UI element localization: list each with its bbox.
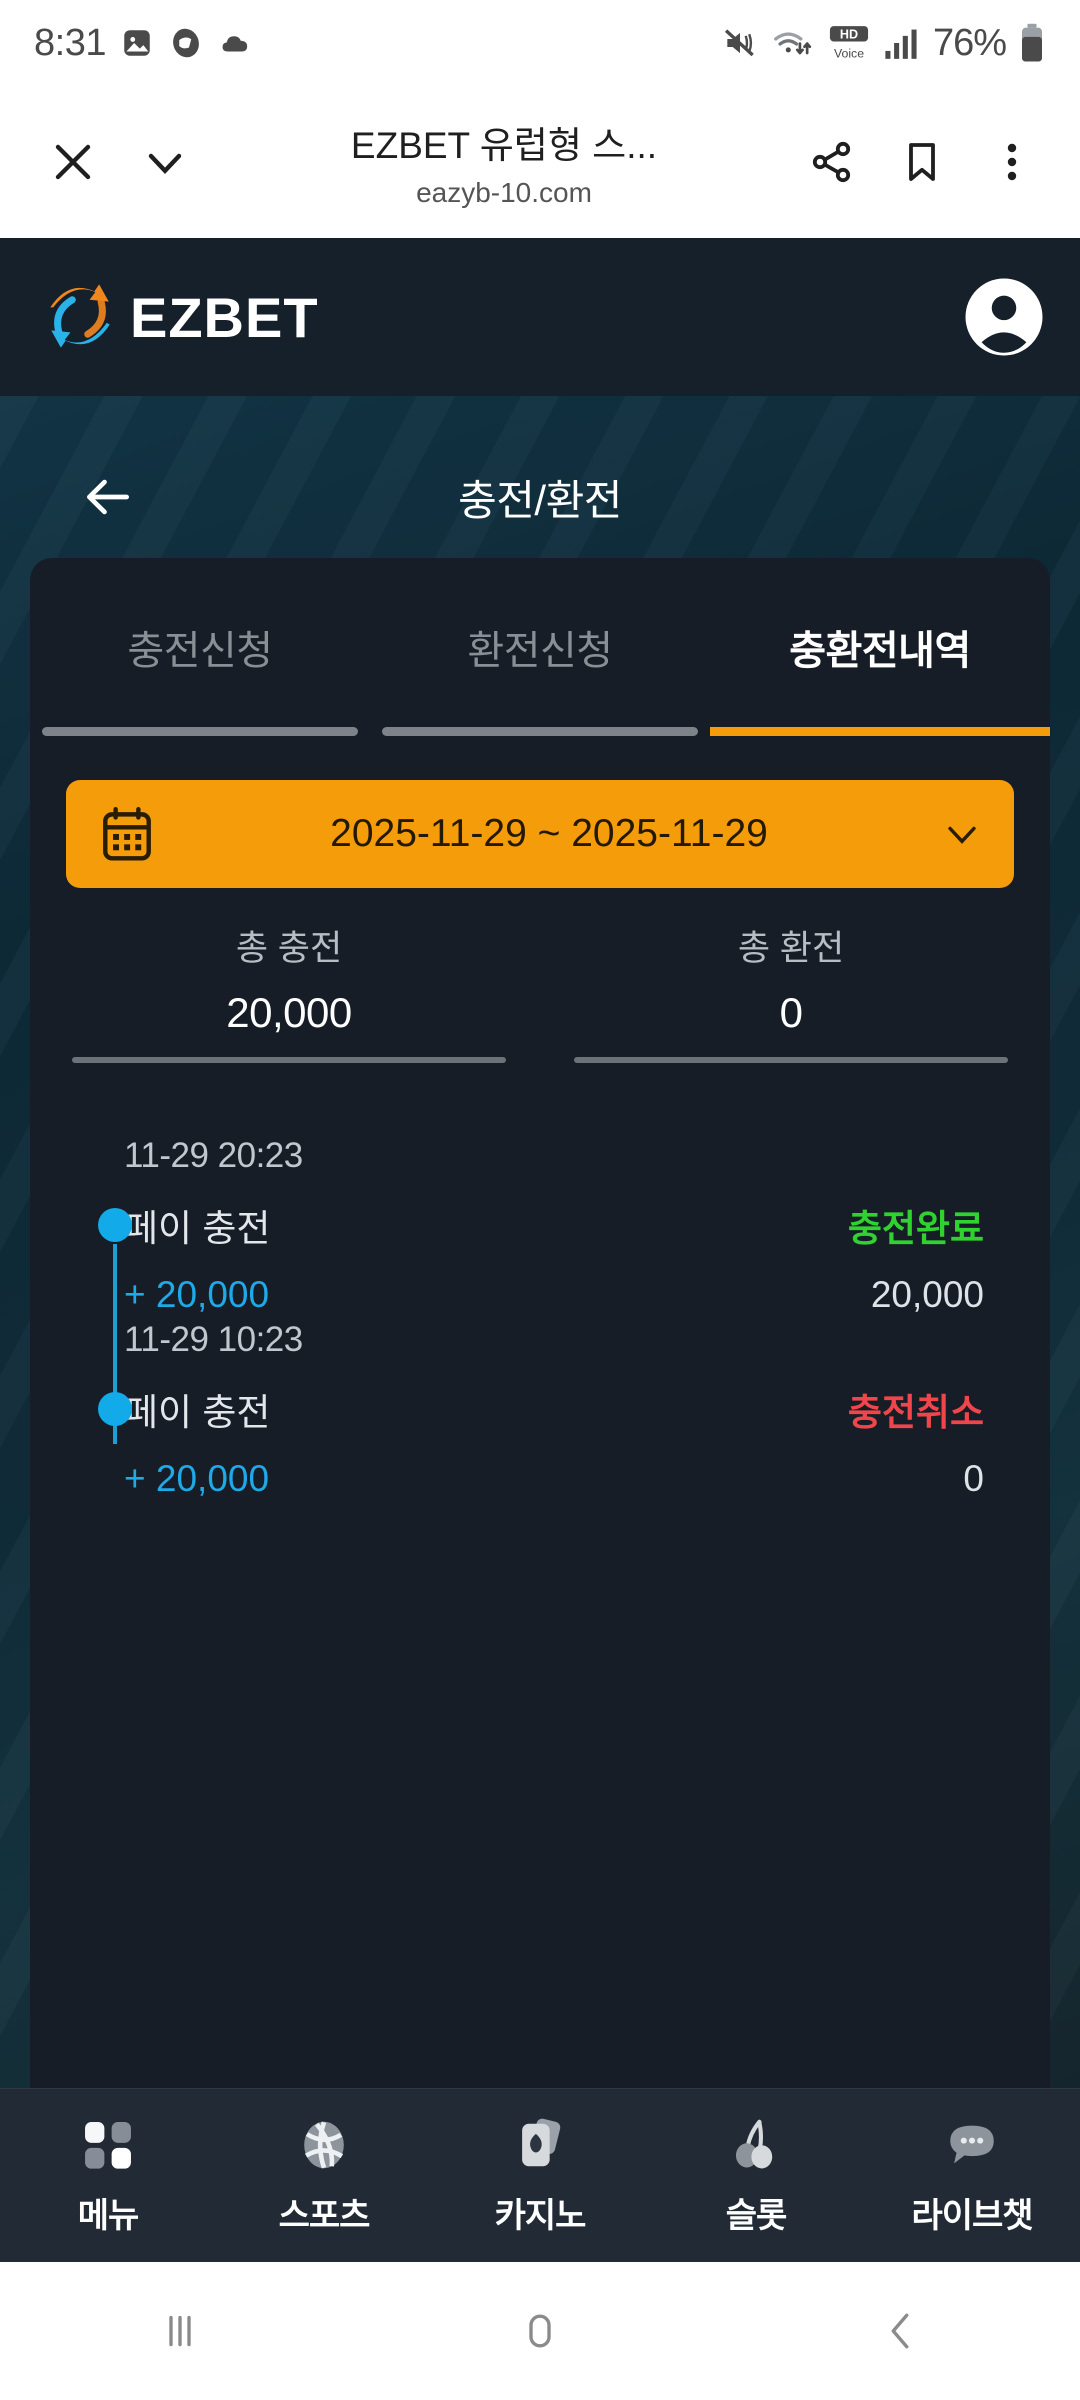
back-icon[interactable] <box>720 2304 1080 2358</box>
nav-item-casino[interactable]: 카지노 <box>432 2114 648 2237</box>
hd-voice-icon: HD Voice <box>827 23 871 63</box>
tab-underline <box>42 727 358 736</box>
android-navigation-bar <box>0 2262 1080 2400</box>
transaction-balance: 20,000 <box>870 1274 984 1315</box>
cherries-icon <box>725 2114 787 2176</box>
transaction-amount: + 20,000 <box>124 1274 270 1315</box>
summary-divider <box>574 1057 1008 1063</box>
page-body: 충전/환전 충전신청 환전신청 충환전내역 <box>0 396 1080 2088</box>
share-icon[interactable] <box>808 138 856 186</box>
tab-bar: 충전신청 환전신청 충환전내역 <box>30 558 1050 736</box>
transaction-amount-row: + 20,000 0 <box>124 1458 1050 1500</box>
basketball-icon <box>293 2114 355 2176</box>
content-card: 충전신청 환전신청 충환전내역 <box>30 558 1050 2088</box>
chevron-down-icon[interactable] <box>940 812 984 856</box>
mute-vibrate-icon <box>721 24 759 62</box>
status-bar-clock: 8:31 <box>34 21 106 64</box>
page-heading: 충전/환전 <box>458 476 622 524</box>
transaction-main-row: 페이 충전 충전취소 <box>124 1382 1050 1436</box>
nav-label: 슬롯 <box>725 2197 788 2235</box>
home-icon[interactable] <box>360 2304 720 2358</box>
android-status-bar: 8:31 <box>0 0 1080 86</box>
browser-actions <box>808 138 1036 186</box>
summary-label: 총 환전 <box>737 929 845 968</box>
date-range-value: 2025-11-29 ~ 2025-11-29 <box>330 812 768 855</box>
svg-text:HD: HD <box>840 28 858 42</box>
nav-item-sports[interactable]: 스포츠 <box>216 2114 432 2237</box>
status-badge: 충전취소 <box>847 1392 984 1433</box>
tab-underline <box>382 727 698 736</box>
transaction-balance: 0 <box>963 1458 984 1499</box>
tab-deposit-request[interactable]: 충전신청 <box>30 558 370 736</box>
svg-text:Voice: Voice <box>834 47 864 61</box>
bottom-navigation: 메뉴 스포츠 카지노 <box>0 2088 1080 2262</box>
bookmark-icon[interactable] <box>898 138 946 186</box>
account-avatar-icon[interactable] <box>962 275 1046 359</box>
calendar-icon <box>96 803 158 865</box>
page-title-text: EZBET 유럽형 스... <box>350 125 658 166</box>
transaction-amount: + 20,000 <box>124 1458 270 1499</box>
close-tab-button[interactable] <box>44 133 102 191</box>
status-bar-left: 8:31 <box>34 22 252 65</box>
page-url-text: eazyb-10.com <box>416 177 592 208</box>
browser-toolbar: EZBET 유럽형 스... eazyb-10.com <box>0 86 1080 238</box>
more-icon[interactable] <box>988 138 1036 186</box>
ezbet-logo[interactable]: EZBET <box>34 271 319 363</box>
site-header: EZBET <box>0 238 1080 396</box>
ezbet-swirl-icon <box>34 271 126 363</box>
transaction-main-row: 페이 충전 충전완료 <box>124 1198 1050 1252</box>
summary-total-deposit: 총 충전 20,000 <box>66 920 512 1070</box>
nav-label: 라이브챗 <box>911 2197 1033 2235</box>
battery-percent-label: 76% <box>932 21 1007 64</box>
grid-menu-icon <box>77 2114 139 2176</box>
nav-label: 스포츠 <box>278 2197 371 2235</box>
browser-title-block: EZBET 유럽형 스... eazyb-10.com <box>200 115 808 209</box>
summary-total-withdraw: 총 환전 0 <box>568 920 1014 1070</box>
tab-label: 충환전내역 <box>789 629 971 673</box>
transaction-type: 페이 충전 <box>124 1392 271 1433</box>
cloud-icon <box>218 26 252 60</box>
transaction-list: 11-29 20:23 페이 충전 충전완료 + 20,000 20,000 1… <box>30 1136 1050 1504</box>
chevron-down-icon[interactable] <box>130 133 200 191</box>
brand-wordmark: EZBET <box>130 285 319 349</box>
page-title-bar: 충전/환전 <box>0 438 1080 556</box>
timeline-connector <box>113 1244 117 1444</box>
recents-icon[interactable] <box>0 2304 360 2358</box>
nav-item-slots[interactable]: 슬롯 <box>648 2114 864 2237</box>
transaction-type: 페이 충전 <box>124 1208 271 1249</box>
date-range-picker[interactable]: 2025-11-29 ~ 2025-11-29 <box>66 780 1014 888</box>
nav-label: 메뉴 <box>77 2197 140 2235</box>
battery-icon <box>1018 23 1046 63</box>
transaction-time: 11-29 10:23 <box>124 1320 303 1359</box>
summary-label: 총 충전 <box>235 929 343 968</box>
nav-label: 카지노 <box>494 2197 587 2235</box>
timeline-dot <box>98 1392 132 1426</box>
summary-divider <box>72 1057 506 1063</box>
signal-icon <box>883 25 921 61</box>
mask-icon <box>168 25 204 61</box>
wifi-icon <box>771 24 815 62</box>
back-arrow-icon[interactable] <box>60 449 156 545</box>
tab-underline-active <box>710 727 1050 736</box>
nav-item-menu[interactable]: 메뉴 <box>0 2114 216 2237</box>
status-badge: 충전완료 <box>847 1208 984 1249</box>
tab-transaction-history[interactable]: 충환전내역 <box>710 558 1050 736</box>
timeline-dot <box>98 1208 132 1242</box>
tab-label: 환전신청 <box>467 629 613 673</box>
table-row[interactable]: 11-29 20:23 페이 충전 충전완료 + 20,000 20,000 <box>30 1136 1050 1320</box>
tab-label: 충전신청 <box>127 629 273 673</box>
transaction-amount-row: + 20,000 20,000 <box>124 1274 1050 1316</box>
nav-item-livechat[interactable]: 라이브챗 <box>864 2114 1080 2237</box>
summary-value: 20,000 <box>226 989 352 1036</box>
gallery-icon <box>120 26 154 60</box>
summary-value: 0 <box>779 989 803 1036</box>
transaction-time: 11-29 20:23 <box>124 1136 303 1175</box>
chat-bubble-icon <box>941 2114 1003 2176</box>
tab-withdraw-request[interactable]: 환전신청 <box>370 558 710 736</box>
table-row[interactable]: 11-29 10:23 페이 충전 충전취소 + 20,000 0 <box>30 1320 1050 1504</box>
summary-totals: 총 충전 20,000 총 환전 0 <box>66 920 1014 1070</box>
status-bar-right: HD Voice 76% <box>721 22 1046 65</box>
playing-cards-icon <box>509 2114 571 2176</box>
